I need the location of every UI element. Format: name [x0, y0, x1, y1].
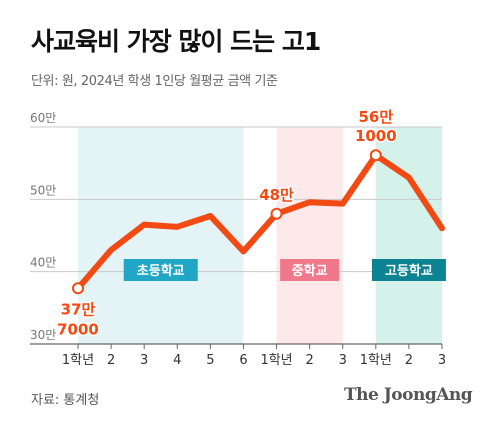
x-tick-label: 2 [305, 353, 313, 368]
x-tick-label: 2 [107, 353, 115, 368]
x-tick-label: 1학년 [260, 353, 292, 368]
chart-subtitle: 단위: 원, 2024년 학생 1인당 월평균 금액 기준 [31, 74, 278, 89]
x-tick-label: 5 [206, 353, 214, 368]
group-label: 고등학교 [385, 263, 433, 279]
data-series [75, 152, 445, 292]
data-label: 37만 [61, 300, 96, 318]
x-tick-label: 4 [173, 353, 181, 368]
group-label: 중학교 [292, 263, 328, 279]
data-point-marker [270, 207, 283, 220]
source-note: 자료: 통계청 [31, 393, 100, 408]
y-axis: 30만 40만 50만 60만 [30, 111, 56, 342]
x-tick-label: 2 [405, 353, 413, 368]
x-axis: 1학년 2 3 4 5 6 1학년 2 3 1학년 2 3 [62, 344, 446, 368]
school-level-bands [78, 127, 442, 344]
y-tick-label: 30만 [30, 328, 56, 342]
data-point-marker [369, 149, 382, 162]
chart-title: 사교육비 가장 많이 드는 고1 [31, 27, 321, 56]
group-label: 초등학교 [137, 263, 185, 279]
y-tick-label: 40만 [30, 256, 56, 270]
data-label: 7000 [57, 320, 99, 338]
x-tick-label: 3 [140, 353, 148, 368]
x-tick-label: 1학년 [360, 353, 392, 368]
data-label: 48만 [259, 186, 294, 204]
y-tick-label: 50만 [30, 183, 56, 197]
x-tick-label: 6 [239, 353, 247, 368]
group-label-box [371, 259, 446, 281]
data-label: 56만 [358, 108, 393, 126]
x-tick-label: 3 [438, 353, 446, 368]
series-line [75, 152, 445, 292]
brand-logo: The JoongAng [344, 385, 473, 405]
group-labels: 초등학교 중학교 고등학교 [123, 259, 446, 281]
group-label-box [123, 259, 198, 281]
data-label: 1000 [355, 127, 397, 145]
band-1 [276, 127, 343, 344]
x-tick-label: 3 [339, 353, 347, 368]
x-tick-label: 1학년 [62, 353, 94, 368]
band-0 [78, 127, 244, 344]
data-point-marker [72, 282, 84, 295]
y-tick-label: 60만 [30, 111, 56, 125]
group-label-box [280, 259, 340, 281]
